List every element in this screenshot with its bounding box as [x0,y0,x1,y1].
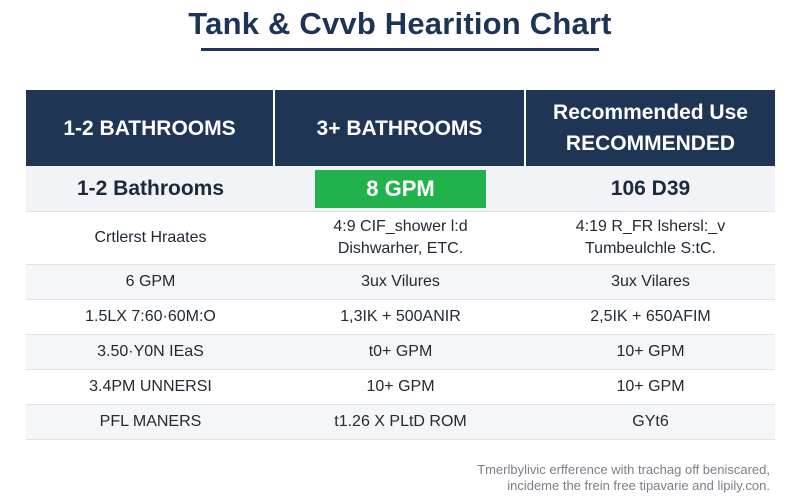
table-cell-line: Tumbeulchle S:tC. [584,240,716,257]
table-row: 6 GPM 3ux Vilures 3ux Vilares [26,265,775,300]
table-row: PFL MANERS t1.26 X PLtD ROM GYt6 [26,405,775,440]
footnote-line-1: Tmerlbylivic erfference with trachag off… [477,462,770,477]
table-cell: 2,5IK + 650AFIM [590,308,711,325]
page-title: Tank & Cvvb Hearition Chart [188,6,612,41]
header-cell-recommended: Recommended Use RECOMMENDED [526,90,775,166]
footnote: Tmerlbylivic erfference with trachag off… [430,462,770,494]
subheader-cell-2: 8 GPM [275,166,526,211]
table-cell: 10+ GPM [616,378,685,395]
table-cell: 6 GPM [125,273,176,290]
gpm-badge: 8 GPM [315,169,486,208]
table-cell-line: 4:9 CIF_shower l:d [333,218,468,235]
table-cell: 10+ GPM [366,378,435,395]
table-cell: t0+ GPM [368,343,433,360]
table-cell: GYt6 [632,413,669,430]
table-row: 3.50·Y0N IEaS t0+ GPM 10+ GPM [26,335,775,370]
table-cell: 3ux Vilures [361,273,440,290]
table-cell: Crtlerst Hraates [94,229,207,246]
table-cell: 1,3IK + 500ANIR [340,308,461,325]
table-cell: t1.26 X PLtD ROM [334,413,467,430]
table-cell: 4:9 CIF_shower l:d Dishwarher, ETC. [275,212,526,264]
comparison-table: 1-2 BATHROOMS 3+ BATHROOMS Recommended U… [26,90,775,440]
header-cell-1-2-bathrooms: 1-2 BATHROOMS [26,90,275,166]
table-header-row: 1-2 BATHROOMS 3+ BATHROOMS Recommended U… [26,90,775,166]
table-cell: 3.50·Y0N IEaS [97,343,204,360]
table-cell: 4:19 R_FR lshersl:_v Tumbeulchle S:tC. [526,212,775,264]
subheader-cell-1: 1-2 Bathrooms [76,176,225,200]
header-cell-recommended-line2: RECOMMENDED [565,132,736,155]
table-cell-line: Dishwarher, ETC. [337,240,464,257]
table-cell: 1.5LX 7:60·60M:O [85,308,216,325]
subheader-cell-3: 106 D39 [610,176,691,200]
table-cell: 3.4PM UNNERSI [89,378,212,395]
title-area: Tank & Cvvb Hearition Chart [0,0,800,60]
header-cell-recommended-line1: Recommended Use [553,101,748,124]
table-cell: 3ux Vilares [611,273,690,290]
footnote-line-2: incideme the frein free tipavarie and li… [507,478,770,493]
table-row: Crtlerst Hraates 4:9 CIF_shower l:d Dish… [26,212,775,265]
table-row: 3.4PM UNNERSI 10+ GPM 10+ GPM [26,370,775,405]
table-cell: PFL MANERS [99,413,202,430]
header-cell-3-plus-bathrooms: 3+ BATHROOMS [275,90,526,166]
table-row: 1.5LX 7:60·60M:O 1,3IK + 500ANIR 2,5IK +… [26,300,775,335]
title-underline [201,48,599,51]
table-cell-line: 4:19 R_FR lshersl:_v [575,218,726,235]
table-cell: 10+ GPM [616,343,685,360]
table-subheader-row: 1-2 Bathrooms 8 GPM 106 D39 [26,166,775,212]
